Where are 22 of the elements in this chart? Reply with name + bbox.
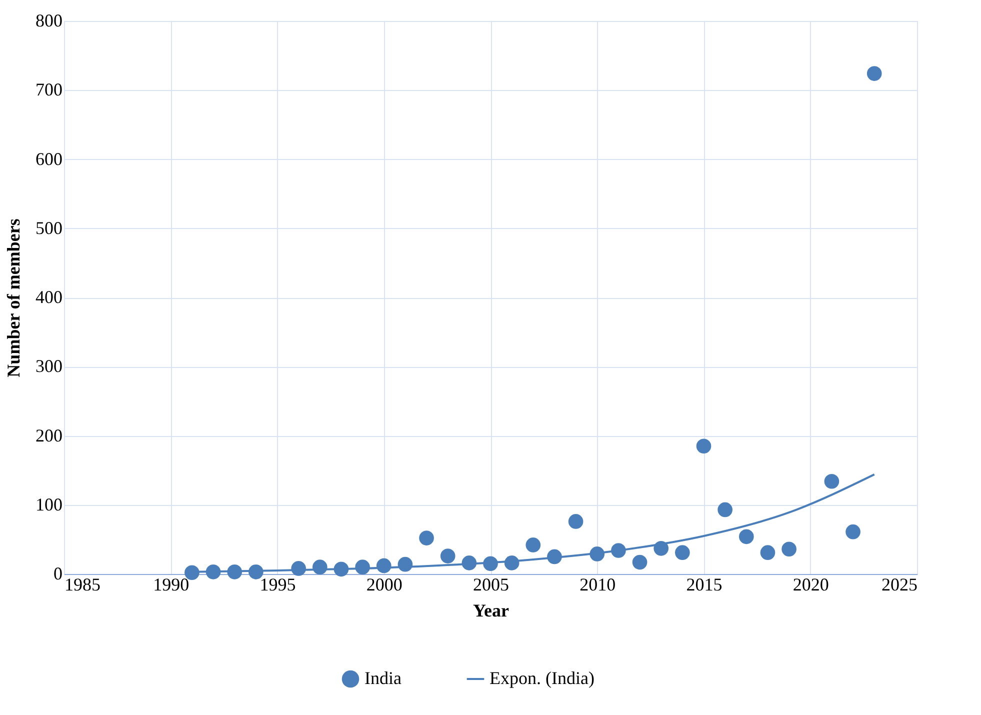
y-tick-label: 500 [36, 218, 62, 238]
y-tick-label: 300 [36, 356, 62, 376]
y-tick-label: 100 [36, 494, 62, 514]
x-axis-title: Year [473, 600, 509, 620]
x-tick-label: 1985 [64, 574, 100, 594]
y-tick-label: 200 [36, 425, 62, 446]
y-tick-label: 600 [36, 148, 62, 169]
y-tick-label: 700 [36, 80, 62, 100]
x-tick-label: 1995 [260, 574, 296, 594]
legend-label: Expon. (India) [490, 668, 594, 688]
x-tick-label: 2025 [882, 574, 918, 594]
y-tick-label: 800 [36, 10, 62, 30]
x-tick-label: 2010 [580, 574, 616, 594]
x-tick-label: 2005 [473, 574, 509, 594]
x-tick-label: 2015 [686, 574, 722, 594]
y-tick-label: 400 [36, 287, 62, 307]
y-axis-title: Number of members [4, 218, 24, 378]
x-tick-label: 2000 [366, 574, 402, 594]
y-tick-label: 0 [54, 564, 62, 584]
x-tick-label: 1990 [153, 574, 190, 594]
legend-label: India [364, 668, 402, 688]
x-tick-label: 2020 [792, 574, 829, 594]
